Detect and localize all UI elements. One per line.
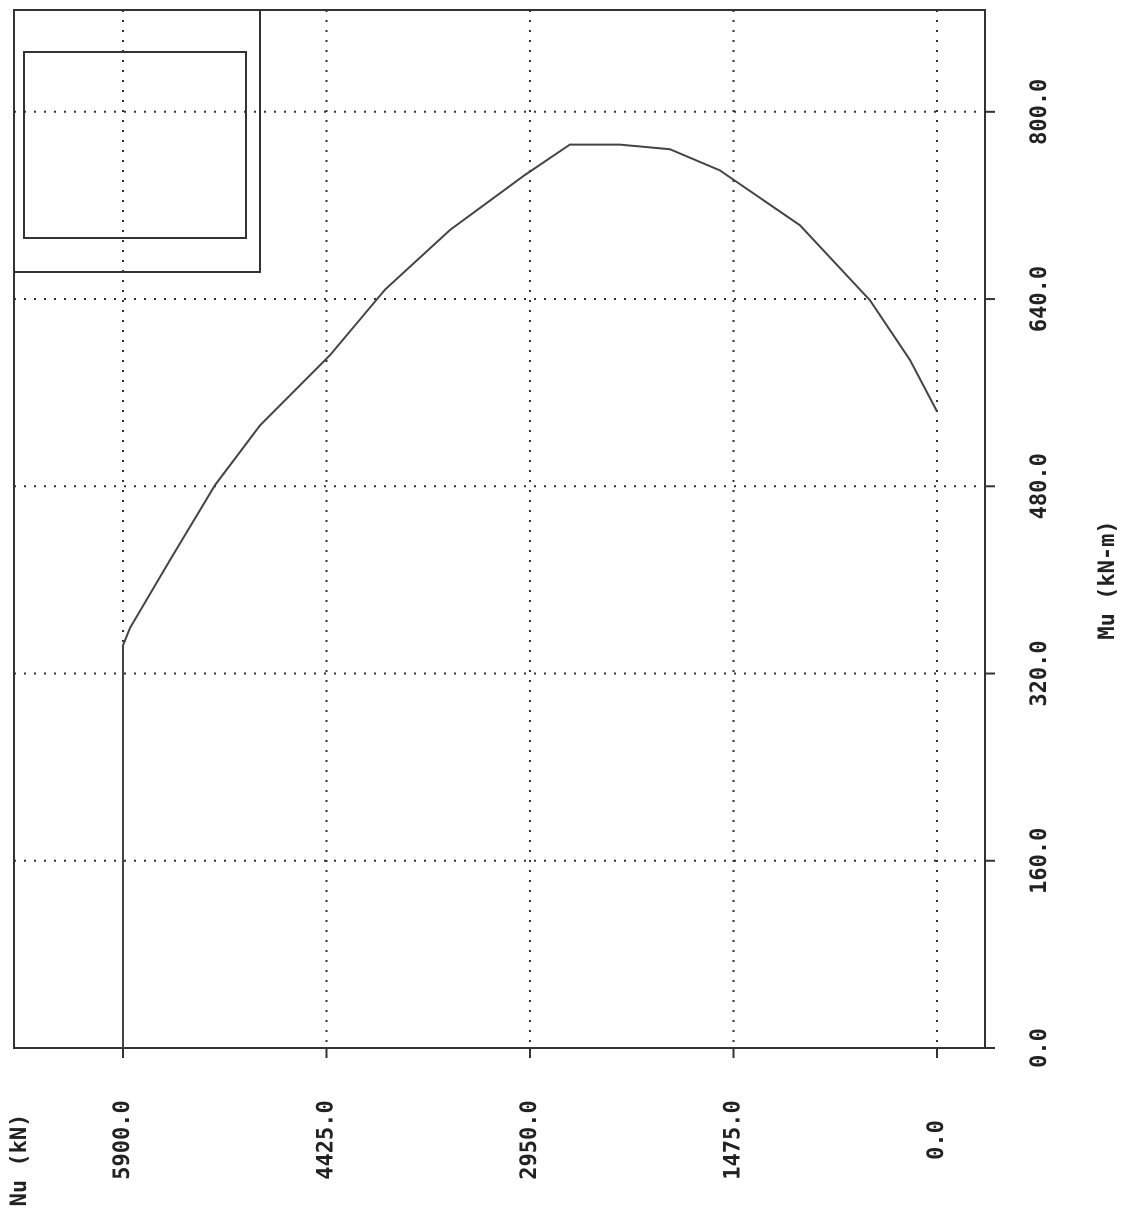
y-tick-label: 640.0 [1027,266,1052,332]
chart: Nu (kN) Mu (kN-m) 5900.0 4425.0 2950.0 1475… [0,0,1122,1228]
y-tick-label: 800.0 [1027,79,1052,145]
y-tick-label: 0.0 [1027,1028,1052,1068]
x-tick-label: 1475.0 [720,1100,745,1179]
x-tick-label: 4425.0 [313,1100,338,1179]
y-axis-title: Mu (kN-m) [1095,520,1120,639]
legend-frame [14,10,260,272]
y-tick-label: 480.0 [1027,453,1052,519]
x-tick-label: 2950.0 [517,1100,542,1179]
x-axis-title: Nu (kN) [7,1114,32,1207]
y-tick-label: 320.0 [1027,640,1052,706]
x-tick-label: 5900.0 [110,1100,135,1179]
x-tick-label: 0.0 [924,1120,949,1160]
y-tick-label: 160.0 [1027,828,1052,894]
